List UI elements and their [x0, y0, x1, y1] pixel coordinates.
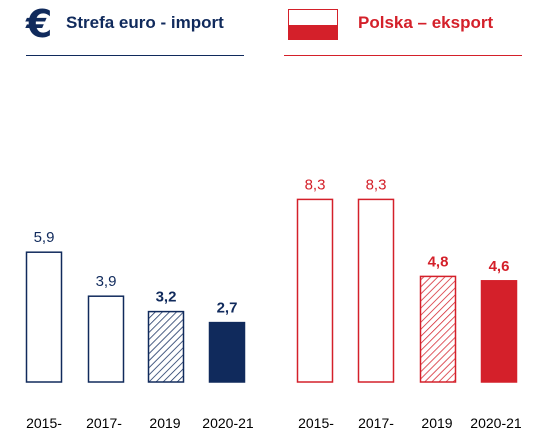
title-divider — [26, 55, 244, 56]
bar — [419, 275, 457, 383]
bar-value-label: 5,9 — [34, 229, 55, 246]
bar — [87, 295, 125, 383]
x-tick-label: 2017- — [358, 415, 394, 431]
title-divider — [284, 55, 522, 56]
x-tick-label: 2017- — [86, 415, 122, 431]
chart-poland-export: 8,3 2015- 8,3 2017- 4,8 2019 4,6 2020-21 — [296, 176, 522, 431]
x-tick-label: 2019 — [149, 415, 180, 431]
bar — [357, 198, 395, 383]
bar — [480, 280, 518, 383]
euro-area-import-panel: € Strefa euro - import — [26, 2, 244, 56]
euro-area-title: Strefa euro - import — [66, 13, 224, 32]
chart-euro-import: 5,9 2015- 3,9 2017- 3,2 2019 2,7 2020-21 — [25, 229, 254, 431]
poland-title: Polska – eksport — [358, 13, 494, 32]
euro-icon: € — [26, 2, 53, 46]
x-tick-label: 2019 — [421, 415, 452, 431]
x-tick-label: 2020-21 — [202, 415, 254, 431]
bar-value-label: 8,3 — [366, 176, 387, 193]
bar-value-label: 2,7 — [217, 300, 238, 317]
poland-export-panel: Polska – eksport — [268, 0, 536, 435]
bar — [147, 310, 185, 383]
x-tick-label: 2020-21 — [470, 415, 522, 431]
bar — [296, 198, 334, 383]
bar — [25, 251, 63, 383]
bar-value-label: 3,9 — [96, 273, 117, 290]
x-tick-label: 2015- — [298, 415, 334, 431]
bar-value-label: 3,2 — [156, 289, 177, 306]
bar — [208, 321, 246, 383]
bar-value-label: 4,6 — [489, 258, 510, 275]
x-tick-label: 2015- — [26, 415, 62, 431]
bar-value-label: 4,8 — [428, 253, 449, 270]
poland-flag-icon — [288, 9, 338, 40]
bar-value-label: 8,3 — [305, 176, 326, 193]
